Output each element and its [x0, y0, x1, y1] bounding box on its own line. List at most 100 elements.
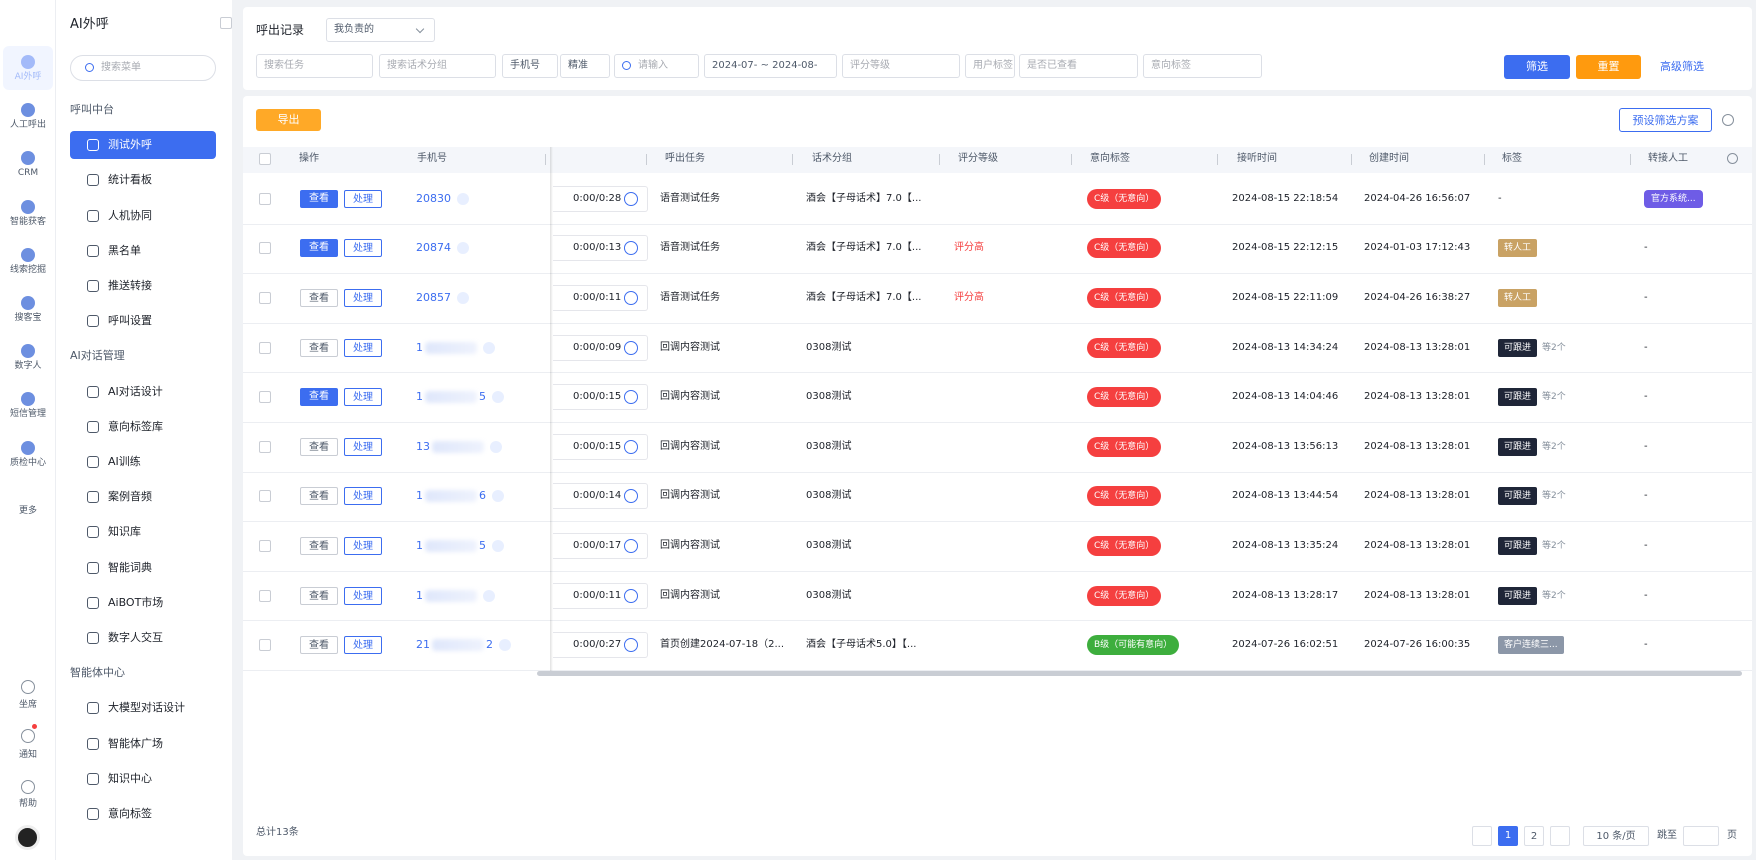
handle-button[interactable]: 处理 [344, 239, 382, 258]
view-button[interactable]: 查看 [300, 537, 338, 555]
view-button[interactable]: 查看 [300, 289, 338, 307]
rail-icon[interactable] [21, 151, 35, 166]
rail-label[interactable]: 智能获客 [9, 216, 46, 227]
rail-label[interactable]: CRM [17, 168, 39, 179]
handle-button[interactable]: 处理 [344, 189, 382, 208]
call-icon[interactable] [499, 639, 511, 652]
prev-page[interactable] [1472, 826, 1492, 846]
view-button[interactable]: 查看 [300, 388, 338, 407]
menu-item[interactable]: AiBOT市场 [108, 595, 164, 609]
phone[interactable]: 13 [416, 439, 430, 453]
view-button[interactable]: 查看 [300, 586, 338, 605]
rail-label[interactable]: 质检中心 [9, 457, 46, 468]
handle-button[interactable]: 处理 [344, 437, 382, 456]
rail-icon[interactable] [21, 680, 35, 694]
filter-field[interactable] [704, 54, 837, 78]
filter-field[interactable] [614, 54, 699, 78]
row-checkbox[interactable] [259, 242, 271, 255]
jump-input[interactable] [1683, 826, 1719, 846]
rail-icon[interactable] [21, 392, 35, 407]
menu-item[interactable]: 意向标签 [108, 807, 152, 820]
call-icon[interactable] [490, 440, 502, 453]
call-icon[interactable] [457, 242, 469, 255]
filter-field[interactable] [502, 54, 558, 78]
phone[interactable]: 1 [416, 588, 423, 602]
download-icon[interactable] [624, 191, 638, 206]
call-icon[interactable] [483, 589, 495, 602]
rail-label[interactable]: 更多 [18, 505, 37, 516]
page-number[interactable]: 1 [1498, 826, 1518, 846]
call-icon[interactable] [483, 341, 495, 354]
rail-label[interactable]: 搜客宝 [14, 313, 42, 323]
view-button[interactable]: 查看 [300, 636, 338, 655]
phone[interactable]: 1 [416, 489, 423, 503]
menu-item[interactable]: AI对话设计 [108, 384, 163, 398]
menu-item[interactable]: 意向标签库 [108, 419, 163, 433]
phone[interactable]: 20830 [416, 191, 451, 205]
filter-field[interactable] [1019, 54, 1138, 78]
rail-icon[interactable] [21, 103, 35, 118]
handle-button[interactable]: 处理 [344, 487, 382, 506]
phone[interactable]: 20857 [416, 291, 451, 304]
download-icon[interactable] [624, 539, 638, 553]
rail-icon[interactable] [21, 440, 35, 455]
view-button[interactable]: 查看 [300, 338, 338, 357]
download-icon[interactable] [624, 588, 638, 603]
phone[interactable]: 1 [416, 340, 423, 354]
download-icon[interactable] [624, 439, 638, 454]
handle-button[interactable]: 处理 [344, 338, 382, 357]
scope-select[interactable] [326, 18, 435, 42]
download-icon[interactable] [624, 489, 638, 504]
row-checkbox[interactable] [259, 490, 271, 503]
call-icon[interactable] [492, 490, 504, 503]
phone[interactable]: 21 [416, 638, 430, 652]
rail-icon[interactable] [21, 247, 35, 262]
filter-button[interactable]: 筛选 [1504, 55, 1570, 79]
phone-end[interactable]: 6 [479, 489, 486, 503]
filter-field[interactable] [256, 54, 373, 78]
download-icon[interactable] [624, 291, 638, 305]
call-icon[interactable] [457, 292, 469, 304]
rail-label[interactable]: 短信管理 [9, 409, 46, 420]
rail-label[interactable]: 坐席 [18, 700, 37, 710]
call-icon[interactable] [457, 192, 469, 205]
view-button[interactable]: 查看 [300, 437, 338, 456]
next-page[interactable] [1550, 826, 1570, 846]
collapse-icon[interactable] [220, 17, 232, 29]
menu-item[interactable]: 黑名单 [108, 243, 141, 257]
page-number[interactable]: 2 [1524, 826, 1544, 846]
rail-icon[interactable] [21, 729, 35, 743]
rail-label[interactable]: 通知 [18, 750, 37, 760]
phone-end[interactable]: 5 [479, 390, 486, 404]
rail-icon[interactable] [21, 199, 35, 214]
row-checkbox[interactable] [259, 391, 271, 404]
row-checkbox[interactable] [259, 639, 271, 652]
rail-icon[interactable] [21, 344, 35, 359]
phone-end[interactable]: 5 [479, 539, 486, 552]
download-icon[interactable] [624, 241, 638, 256]
rail-icon[interactable] [21, 780, 35, 794]
preset-button[interactable]: 预设筛选方案 [1619, 108, 1712, 132]
download-icon[interactable] [624, 390, 638, 405]
menu-item[interactable]: 呼叫设置 [108, 314, 152, 328]
menu-item[interactable]: 智能体广场 [108, 736, 163, 750]
phone[interactable]: 1 [416, 539, 423, 552]
settings-icon[interactable] [1727, 153, 1738, 164]
rail-icon[interactable] [21, 296, 35, 310]
filter-field[interactable] [1143, 54, 1262, 78]
view-button[interactable]: 查看 [300, 239, 338, 258]
view-button[interactable]: 查看 [300, 487, 338, 506]
download-icon[interactable] [624, 638, 638, 653]
menu-item[interactable]: 案例音频 [108, 490, 152, 504]
filter-field[interactable] [379, 54, 496, 78]
handle-button[interactable]: 处理 [344, 388, 382, 407]
filter-field[interactable] [560, 54, 610, 78]
avatar[interactable] [15, 825, 40, 850]
row-checkbox[interactable] [259, 540, 271, 552]
page-size[interactable]: 10 条/页 [1583, 826, 1649, 846]
call-icon[interactable] [492, 391, 504, 404]
rail-label[interactable]: 线索挖掘 [9, 264, 46, 275]
export-button[interactable]: 导出 [256, 109, 321, 131]
menu-item[interactable]: 知识库 [108, 525, 141, 539]
view-button[interactable]: 查看 [300, 189, 338, 208]
